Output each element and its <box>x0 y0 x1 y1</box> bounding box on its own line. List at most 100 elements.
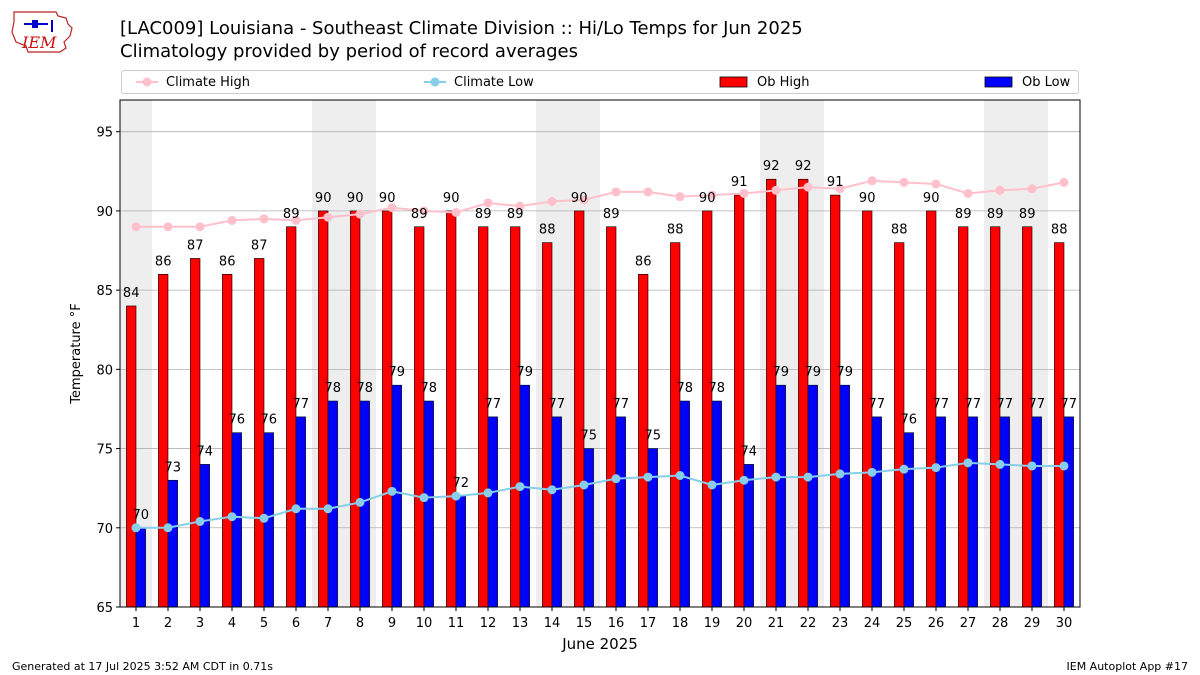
climate-low-point <box>163 523 173 533</box>
ob-high-bar <box>446 210 457 608</box>
x-tick-label: 5 <box>260 616 268 631</box>
ob-high-bar <box>766 178 777 608</box>
x-tick-label: 11 <box>448 616 465 631</box>
ob-low-bar-icon <box>984 76 1013 88</box>
climate-high-point <box>611 187 621 197</box>
ob-low-label: 78 <box>325 381 342 396</box>
ob-high-label: 91 <box>731 175 748 190</box>
ob-high-label: 86 <box>635 254 652 269</box>
ob-low-label: 79 <box>773 365 790 380</box>
ob-low-label: 79 <box>517 365 534 380</box>
ob-high-label: 91 <box>827 175 844 190</box>
ob-high-label: 90 <box>571 191 588 206</box>
ob-high-label: 89 <box>987 207 1004 222</box>
ob-high-bar <box>158 273 169 608</box>
ob-high-label: 89 <box>411 207 428 222</box>
ob-high-bar <box>126 305 137 608</box>
ob-low-label: 76 <box>229 413 246 428</box>
ob-high-label: 89 <box>1019 207 1036 222</box>
ob-low-label: 78 <box>677 381 694 396</box>
ob-high-bar <box>958 226 969 608</box>
x-tick-label: 27 <box>960 616 977 631</box>
ob-high-label: 87 <box>187 238 204 253</box>
climate-low-point <box>195 516 205 526</box>
ob-low-bar <box>135 527 146 608</box>
climate-low-point <box>291 504 301 514</box>
climate-low-point <box>547 485 557 495</box>
ob-low-label: 78 <box>421 381 438 396</box>
logo-text: IEM <box>21 33 57 52</box>
climate-high-line-icon <box>136 77 158 87</box>
x-tick-label: 14 <box>544 616 561 631</box>
ob-high-bar <box>734 194 745 608</box>
x-tick-label: 10 <box>416 616 433 631</box>
climate-low-point <box>579 480 589 490</box>
y-tick-label: 85 <box>96 284 113 299</box>
y-tick-label: 70 <box>96 522 113 537</box>
climate-high-point <box>803 182 813 192</box>
ob-high-label: 88 <box>1051 223 1068 238</box>
legend-label-climate-high: Climate High <box>166 74 251 90</box>
ob-high-label: 84 <box>123 286 140 301</box>
ob-low-bar <box>455 495 466 608</box>
legend-item-climate-high: Climate High <box>136 71 250 93</box>
ob-low-bar <box>839 384 850 608</box>
y-tick-label: 95 <box>96 126 113 141</box>
x-tick-label: 2 <box>164 616 172 631</box>
ob-low-bar <box>1063 416 1074 608</box>
ob-high-bar-icon <box>719 76 748 88</box>
ob-low-bar <box>615 416 626 608</box>
climate-low-point <box>675 470 685 480</box>
ob-high-bar <box>414 226 425 608</box>
x-tick-label: 28 <box>992 616 1009 631</box>
climate-low-point <box>1027 461 1037 471</box>
x-tick-label: 20 <box>736 616 753 631</box>
climate-high-point <box>963 188 973 198</box>
ob-high-bar <box>798 178 809 608</box>
x-tick-label: 24 <box>864 616 881 631</box>
ob-high-bar <box>990 226 1001 608</box>
ob-low-bar <box>551 416 562 608</box>
ob-high-label: 92 <box>763 159 780 174</box>
climate-high-point <box>131 222 141 232</box>
ob-low-label: 77 <box>485 397 502 412</box>
climate-low-point <box>995 459 1005 469</box>
ob-low-label: 79 <box>805 365 822 380</box>
climate-high-point <box>1027 184 1037 194</box>
climate-low-point <box>867 467 877 477</box>
x-tick-label: 9 <box>388 616 396 631</box>
ob-low-label: 74 <box>741 444 758 459</box>
climate-low-point <box>739 475 749 485</box>
ob-high-label: 90 <box>347 191 364 206</box>
x-tick-label: 17 <box>640 616 657 631</box>
ob-low-bar <box>519 384 530 608</box>
legend-label-ob-high: Ob High <box>757 74 810 90</box>
ob-low-label: 77 <box>965 397 982 412</box>
ob-high-label: 90 <box>923 191 940 206</box>
ob-low-label: 77 <box>613 397 630 412</box>
ob-low-bar <box>327 400 338 608</box>
ob-high-bar <box>606 226 617 608</box>
climate-high-point <box>899 177 909 187</box>
ob-high-bar <box>574 210 585 608</box>
climate-high-point <box>707 190 717 200</box>
ob-high-label: 89 <box>603 207 620 222</box>
ob-high-bar <box>702 210 713 608</box>
ob-low-label: 78 <box>357 381 374 396</box>
legend-item-ob-low: Ob Low <box>984 71 1070 93</box>
climate-high-point <box>835 184 845 194</box>
climate-high-point <box>291 215 301 225</box>
ob-low-bar <box>391 384 402 608</box>
ob-high-bar <box>286 226 297 608</box>
ob-high-bar <box>318 210 329 608</box>
ob-high-bar <box>542 242 553 608</box>
ob-low-label: 76 <box>261 413 278 428</box>
ob-low-bar <box>1031 416 1042 608</box>
x-tick-label: 8 <box>356 616 364 631</box>
climate-high-point <box>387 203 397 213</box>
ob-low-bar <box>999 416 1010 608</box>
ob-high-label: 89 <box>955 207 972 222</box>
ob-low-label: 78 <box>709 381 726 396</box>
climate-high-line <box>136 179 1065 228</box>
x-tick-label: 16 <box>608 616 625 631</box>
